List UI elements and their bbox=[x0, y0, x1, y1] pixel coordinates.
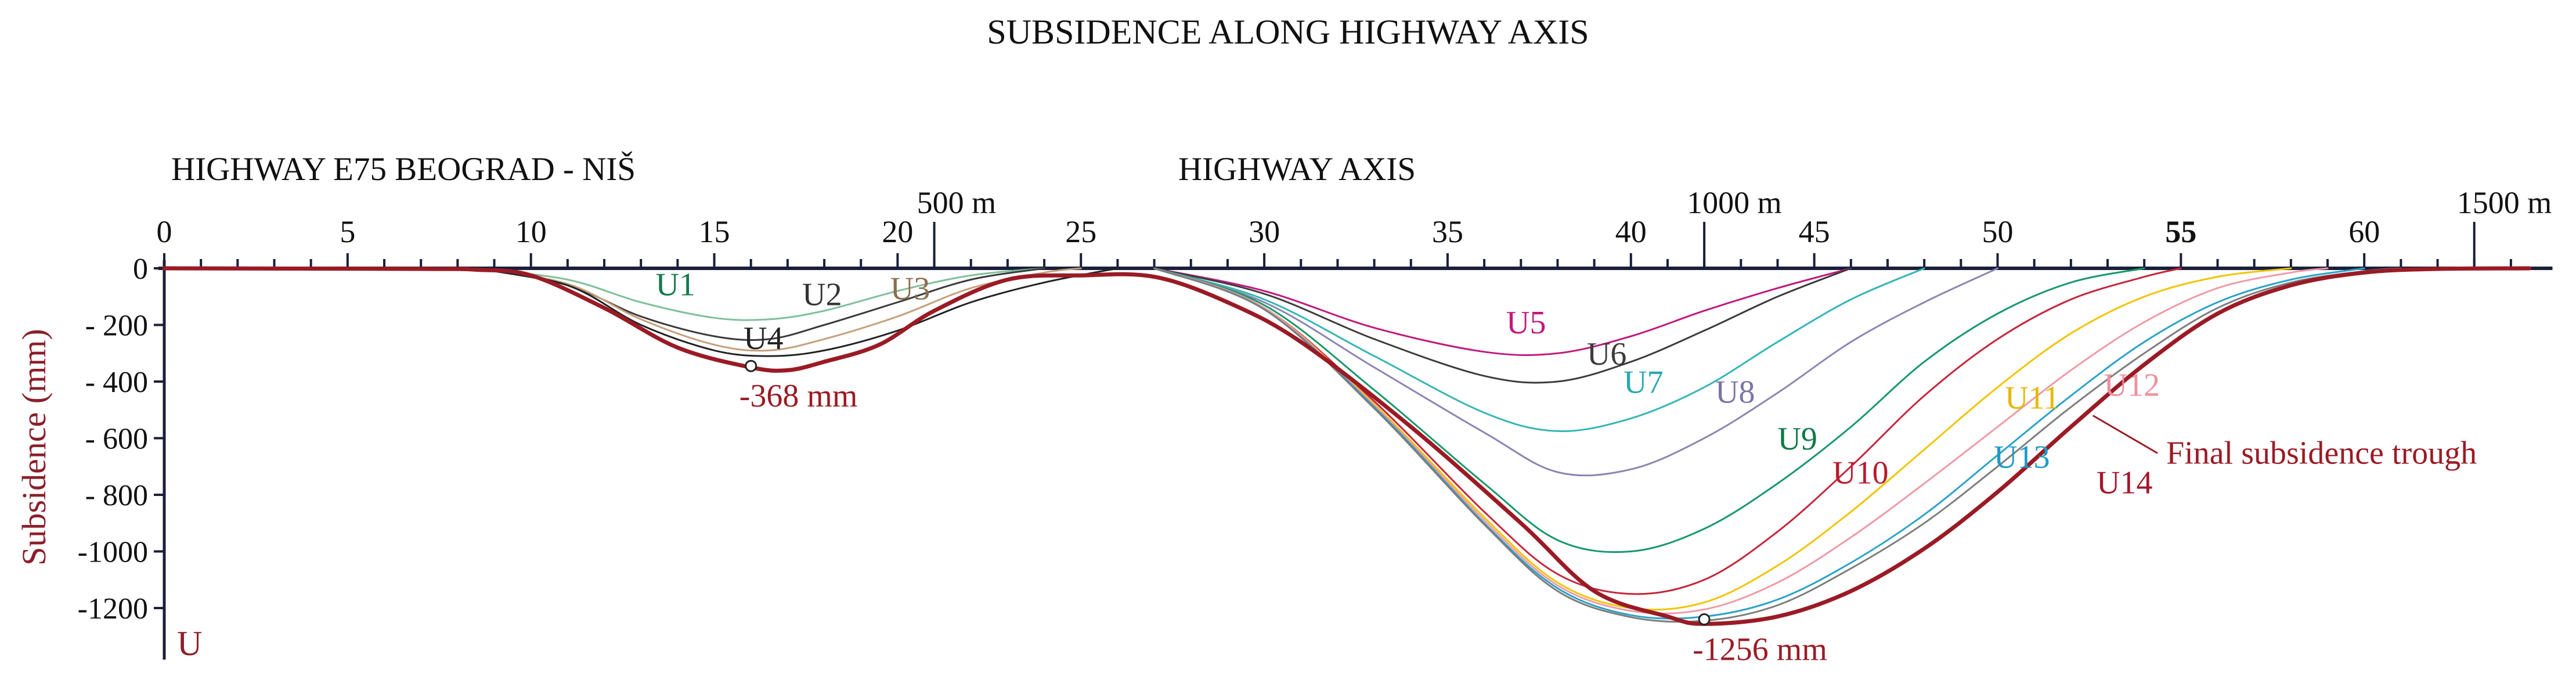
series-label-u10: U10 bbox=[1832, 455, 1888, 491]
series-label-u4: U4 bbox=[744, 321, 783, 357]
x-tick-label: 55 bbox=[2165, 214, 2196, 249]
y-axis-symbol: U bbox=[177, 624, 202, 663]
series-label-u13: U13 bbox=[1994, 440, 2050, 476]
x-tick-label: 20 bbox=[882, 214, 913, 249]
min-value-label: -368 mm bbox=[739, 378, 858, 414]
y-tick-label: -1000 bbox=[78, 536, 148, 569]
series-line-u10 bbox=[1153, 267, 2182, 595]
series-line-u12 bbox=[1153, 267, 2329, 614]
y-tick-label: -1200 bbox=[78, 592, 148, 625]
series-line-u13 bbox=[1153, 267, 2365, 620]
series-line-u11 bbox=[1153, 267, 2292, 611]
axes: 0 5 10 15 20 25 30 35 40 45 50 55 60 0 - 200 - 400 - 600… bbox=[78, 185, 2553, 660]
min-point-marker bbox=[745, 359, 757, 372]
x-tick-label: 40 bbox=[1615, 214, 1647, 249]
x-tick-label: 50 bbox=[1982, 214, 2014, 249]
y-tick-label: - 400 bbox=[85, 366, 148, 399]
y-tick-label: - 200 bbox=[85, 310, 148, 343]
final-trough-leader-line bbox=[2092, 415, 2158, 454]
series-line-u4 bbox=[475, 267, 1119, 357]
y-tick-label: - 600 bbox=[85, 423, 148, 456]
min-value-label: -1256 mm bbox=[1693, 632, 1827, 668]
subtitle-left: HIGHWAY E75 BEOGRAD - NIŠ bbox=[171, 151, 636, 188]
final-trough-label: Final subsidence trough bbox=[2166, 435, 2477, 471]
series-label-u8: U8 bbox=[1715, 375, 1755, 411]
x-tick-label: 0 bbox=[157, 214, 172, 249]
subtitle-center: HIGHWAY AXIS bbox=[1178, 151, 1416, 188]
x-tick-label: 35 bbox=[1432, 214, 1463, 249]
series-label-u2: U2 bbox=[802, 276, 842, 312]
series-line-u2 bbox=[475, 267, 1045, 341]
x-tick-label: 45 bbox=[1799, 214, 1830, 249]
chart-title: SUBSIDENCE ALONG HIGHWAY AXIS bbox=[987, 13, 1589, 51]
x-tick-label: 25 bbox=[1065, 214, 1096, 249]
series-label-u11: U11 bbox=[2005, 380, 2059, 416]
x-tick-label: 15 bbox=[699, 214, 730, 249]
series-line-u8 bbox=[1153, 267, 1998, 477]
series-label-u14: U14 bbox=[2097, 465, 2152, 501]
series-line-u5 bbox=[1153, 267, 1852, 356]
series-line-u14 bbox=[1153, 267, 2402, 623]
y-tick-label: - 800 bbox=[85, 479, 148, 512]
series-label-u9: U9 bbox=[1777, 421, 1817, 457]
y-axis-label: Subsidence (mm) bbox=[15, 329, 53, 566]
min-point-marker bbox=[1698, 613, 1711, 625]
annotations: -368 mm -1256 mm Final subsidence trough bbox=[739, 359, 2477, 668]
x-tick-label: 60 bbox=[2348, 214, 2380, 249]
series-line-u1 bbox=[475, 267, 1045, 321]
distance-mark-label: 500 m bbox=[917, 185, 997, 220]
series-line-final-subsidence-trough bbox=[162, 266, 2531, 626]
series-label-u7: U7 bbox=[1623, 365, 1663, 401]
x-tick-label: 5 bbox=[340, 214, 355, 249]
series-label-u1: U1 bbox=[655, 267, 695, 303]
series-label-u5: U5 bbox=[1506, 305, 1546, 341]
series-label-u3: U3 bbox=[890, 271, 930, 307]
x-tick-label: 10 bbox=[515, 214, 547, 249]
distance-mark-label: 1000 m bbox=[1687, 185, 1782, 220]
distance-mark-label: 1500 m bbox=[2457, 185, 2552, 220]
series-line-u6 bbox=[1153, 267, 1852, 384]
x-tick-label: 30 bbox=[1249, 214, 1280, 249]
y-tick-label: 0 bbox=[133, 253, 148, 286]
series-lines bbox=[162, 266, 2531, 626]
series-label-u12: U12 bbox=[2104, 367, 2160, 403]
series-line-u9 bbox=[1153, 267, 2145, 553]
series-label-u6: U6 bbox=[1587, 336, 1626, 372]
series-line-u7 bbox=[1153, 267, 1925, 432]
